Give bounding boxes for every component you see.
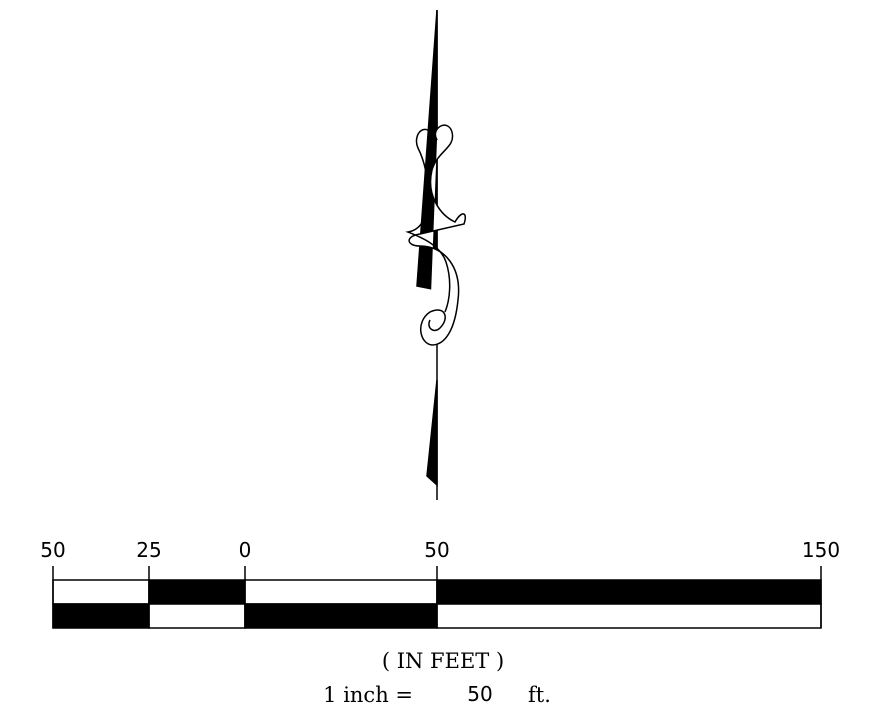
arrow-tail-wedge xyxy=(426,379,438,487)
scale-segment xyxy=(52,579,150,605)
scale-segment xyxy=(436,603,822,629)
north-arrow xyxy=(405,9,467,500)
scale-segment xyxy=(148,579,246,605)
units-label: ( IN FEET ) xyxy=(382,649,504,673)
scale-label: 50 xyxy=(424,538,449,562)
arrow-ornament-inner xyxy=(405,128,451,313)
scale-labels: 50 25 0 50 150 xyxy=(40,538,840,562)
scale-label: 150 xyxy=(802,538,840,562)
scale-segment xyxy=(148,603,246,629)
scale-segment xyxy=(52,603,150,629)
arrow-ornament xyxy=(408,124,467,346)
scale-segment xyxy=(244,579,438,605)
scale-label: 50 xyxy=(40,538,65,562)
scale-prefix: 1 inch = xyxy=(323,683,413,707)
scale-suffix: ft. xyxy=(528,683,551,707)
scale-segment xyxy=(436,579,822,605)
scale-value: 50 xyxy=(467,682,492,706)
scale-label: 0 xyxy=(239,538,252,562)
scale-segment xyxy=(244,603,438,629)
scale-bar xyxy=(52,566,822,629)
scale-label: 25 xyxy=(136,538,161,562)
